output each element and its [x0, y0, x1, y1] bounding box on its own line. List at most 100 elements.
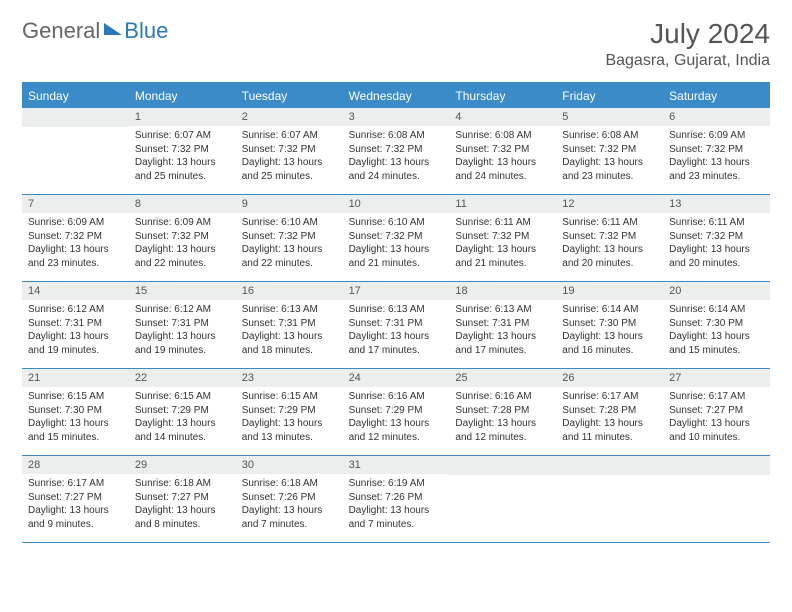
day-cell: 13Sunrise: 6:11 AMSunset: 7:32 PMDayligh…	[663, 195, 770, 281]
sunrise-text: Sunrise: 6:08 AM	[349, 129, 444, 143]
date-number: 24	[343, 369, 450, 387]
date-number: 19	[556, 282, 663, 300]
day-details: Sunrise: 6:11 AMSunset: 7:32 PMDaylight:…	[556, 213, 663, 276]
day-details: Sunrise: 6:11 AMSunset: 7:32 PMDaylight:…	[449, 213, 556, 276]
date-number: 16	[236, 282, 343, 300]
daylight-text: Daylight: 13 hours and 19 minutes.	[135, 330, 230, 357]
sunrise-text: Sunrise: 6:09 AM	[135, 216, 230, 230]
day-details: Sunrise: 6:12 AMSunset: 7:31 PMDaylight:…	[129, 300, 236, 363]
date-number: 25	[449, 369, 556, 387]
day-cell: 15Sunrise: 6:12 AMSunset: 7:31 PMDayligh…	[129, 282, 236, 368]
day-details: Sunrise: 6:13 AMSunset: 7:31 PMDaylight:…	[343, 300, 450, 363]
sunset-text: Sunset: 7:32 PM	[349, 143, 444, 157]
sunset-text: Sunset: 7:30 PM	[669, 317, 764, 331]
sunset-text: Sunset: 7:31 PM	[349, 317, 444, 331]
date-number: 26	[556, 369, 663, 387]
sunrise-text: Sunrise: 6:09 AM	[28, 216, 123, 230]
date-number: 15	[129, 282, 236, 300]
day-cell: 27Sunrise: 6:17 AMSunset: 7:27 PMDayligh…	[663, 369, 770, 455]
day-details: Sunrise: 6:07 AMSunset: 7:32 PMDaylight:…	[129, 126, 236, 189]
date-number: 12	[556, 195, 663, 213]
sunrise-text: Sunrise: 6:16 AM	[349, 390, 444, 404]
logo: General Blue	[22, 18, 168, 44]
sunrise-text: Sunrise: 6:15 AM	[242, 390, 337, 404]
empty-date	[663, 456, 770, 475]
date-number: 30	[236, 456, 343, 474]
day-cell: 18Sunrise: 6:13 AMSunset: 7:31 PMDayligh…	[449, 282, 556, 368]
day-details: Sunrise: 6:07 AMSunset: 7:32 PMDaylight:…	[236, 126, 343, 189]
day-cell: 29Sunrise: 6:18 AMSunset: 7:27 PMDayligh…	[129, 456, 236, 542]
calendar: SundayMondayTuesdayWednesdayThursdayFrid…	[22, 82, 770, 543]
sunset-text: Sunset: 7:32 PM	[669, 143, 764, 157]
daylight-text: Daylight: 13 hours and 20 minutes.	[562, 243, 657, 270]
daylight-text: Daylight: 13 hours and 21 minutes.	[349, 243, 444, 270]
sunset-text: Sunset: 7:32 PM	[135, 230, 230, 244]
logo-triangle-icon	[104, 23, 122, 35]
sunset-text: Sunset: 7:30 PM	[28, 404, 123, 418]
day-header-cell: Wednesday	[343, 84, 450, 108]
sunset-text: Sunset: 7:27 PM	[28, 491, 123, 505]
day-header-cell: Tuesday	[236, 84, 343, 108]
date-number: 10	[343, 195, 450, 213]
day-cell: 1Sunrise: 6:07 AMSunset: 7:32 PMDaylight…	[129, 108, 236, 194]
daylight-text: Daylight: 13 hours and 7 minutes.	[242, 504, 337, 531]
sunrise-text: Sunrise: 6:13 AM	[349, 303, 444, 317]
sunrise-text: Sunrise: 6:10 AM	[349, 216, 444, 230]
sunset-text: Sunset: 7:29 PM	[242, 404, 337, 418]
sunset-text: Sunset: 7:32 PM	[135, 143, 230, 157]
logo-text-2: Blue	[124, 18, 168, 44]
week-row: 14Sunrise: 6:12 AMSunset: 7:31 PMDayligh…	[22, 282, 770, 369]
day-cell: 4Sunrise: 6:08 AMSunset: 7:32 PMDaylight…	[449, 108, 556, 194]
day-details: Sunrise: 6:16 AMSunset: 7:29 PMDaylight:…	[343, 387, 450, 450]
day-cell	[22, 108, 129, 194]
day-cell: 6Sunrise: 6:09 AMSunset: 7:32 PMDaylight…	[663, 108, 770, 194]
empty-date	[449, 456, 556, 475]
day-cell: 26Sunrise: 6:17 AMSunset: 7:28 PMDayligh…	[556, 369, 663, 455]
day-cell: 10Sunrise: 6:10 AMSunset: 7:32 PMDayligh…	[343, 195, 450, 281]
sunset-text: Sunset: 7:26 PM	[349, 491, 444, 505]
sunrise-text: Sunrise: 6:17 AM	[28, 477, 123, 491]
daylight-text: Daylight: 13 hours and 13 minutes.	[242, 417, 337, 444]
daylight-text: Daylight: 13 hours and 16 minutes.	[562, 330, 657, 357]
daylight-text: Daylight: 13 hours and 12 minutes.	[455, 417, 550, 444]
day-details: Sunrise: 6:10 AMSunset: 7:32 PMDaylight:…	[236, 213, 343, 276]
day-cell: 11Sunrise: 6:11 AMSunset: 7:32 PMDayligh…	[449, 195, 556, 281]
daylight-text: Daylight: 13 hours and 12 minutes.	[349, 417, 444, 444]
week-row: 28 Sunrise: 6:17 AMSunset: 7:27 PM Dayligh…	[22, 456, 770, 543]
sunrise-text: Sunrise: 6:18 AM	[135, 477, 230, 491]
day-details: Sunrise: 6:18 AMSunset: 7:27 PMDaylight:…	[129, 474, 236, 537]
sunrise-text: Sunrise: 6:14 AM	[562, 303, 657, 317]
logo-text-1: General	[22, 18, 100, 44]
daylight-text: Daylight: 13 hours and 20 minutes.	[669, 243, 764, 270]
day-cell: 19Sunrise: 6:14 AMSunset: 7:30 PMDayligh…	[556, 282, 663, 368]
date-number: 2	[236, 108, 343, 126]
date-number: 31	[343, 456, 450, 474]
sunset-text: Sunset: 7:32 PM	[562, 143, 657, 157]
day-details: Sunrise: 6:13 AMSunset: 7:31 PMDaylight:…	[449, 300, 556, 363]
sunrise-text: Sunrise: 6:12 AM	[135, 303, 230, 317]
sunrise-text: Sunrise: 6:15 AM	[28, 390, 123, 404]
date-number: 27	[663, 369, 770, 387]
daylight-text: Daylight: 13 hours and 24 minutes.	[349, 156, 444, 183]
date-number: 28	[22, 456, 129, 474]
day-details: Sunrise: 6:08 AMSunset: 7:32 PMDaylight:…	[343, 126, 450, 189]
day-cell: 7Sunrise: 6:09 AMSunset: 7:32 PMDaylight…	[22, 195, 129, 281]
date-number: 6	[663, 108, 770, 126]
day-details: Sunrise: 6:09 AMSunset: 7:32 PMDaylight:…	[663, 126, 770, 189]
week-row: 1Sunrise: 6:07 AMSunset: 7:32 PMDaylight…	[22, 108, 770, 195]
day-details: Sunrise: 6:09 AMSunset: 7:32 PMDaylight:…	[22, 213, 129, 276]
day-details: Sunrise: 6:08 AMSunset: 7:32 PMDaylight:…	[449, 126, 556, 189]
daylight-text: Daylight: 13 hours and 10 minutes.	[669, 417, 764, 444]
daylight-text: Daylight: 13 hours and 22 minutes.	[135, 243, 230, 270]
week-row: 21Sunrise: 6:15 AMSunset: 7:30 PMDayligh…	[22, 369, 770, 456]
day-details: Sunrise: 6:12 AMSunset: 7:31 PMDaylight:…	[22, 300, 129, 363]
date-number: 4	[449, 108, 556, 126]
date-number: 17	[343, 282, 450, 300]
sunrise-text: Sunrise: 6:07 AM	[135, 129, 230, 143]
day-cell: 2Sunrise: 6:07 AMSunset: 7:32 PMDaylight…	[236, 108, 343, 194]
day-details: Sunrise: 6:16 AMSunset: 7:28 PMDaylight:…	[449, 387, 556, 450]
sunrise-text: Sunrise: 6:18 AM	[242, 477, 337, 491]
day-details: Sunrise: 6:15 AMSunset: 7:29 PMDaylight:…	[236, 387, 343, 450]
day-details: Sunrise: 6:11 AMSunset: 7:32 PMDaylight:…	[663, 213, 770, 276]
sunset-text: Sunset: 7:32 PM	[28, 230, 123, 244]
